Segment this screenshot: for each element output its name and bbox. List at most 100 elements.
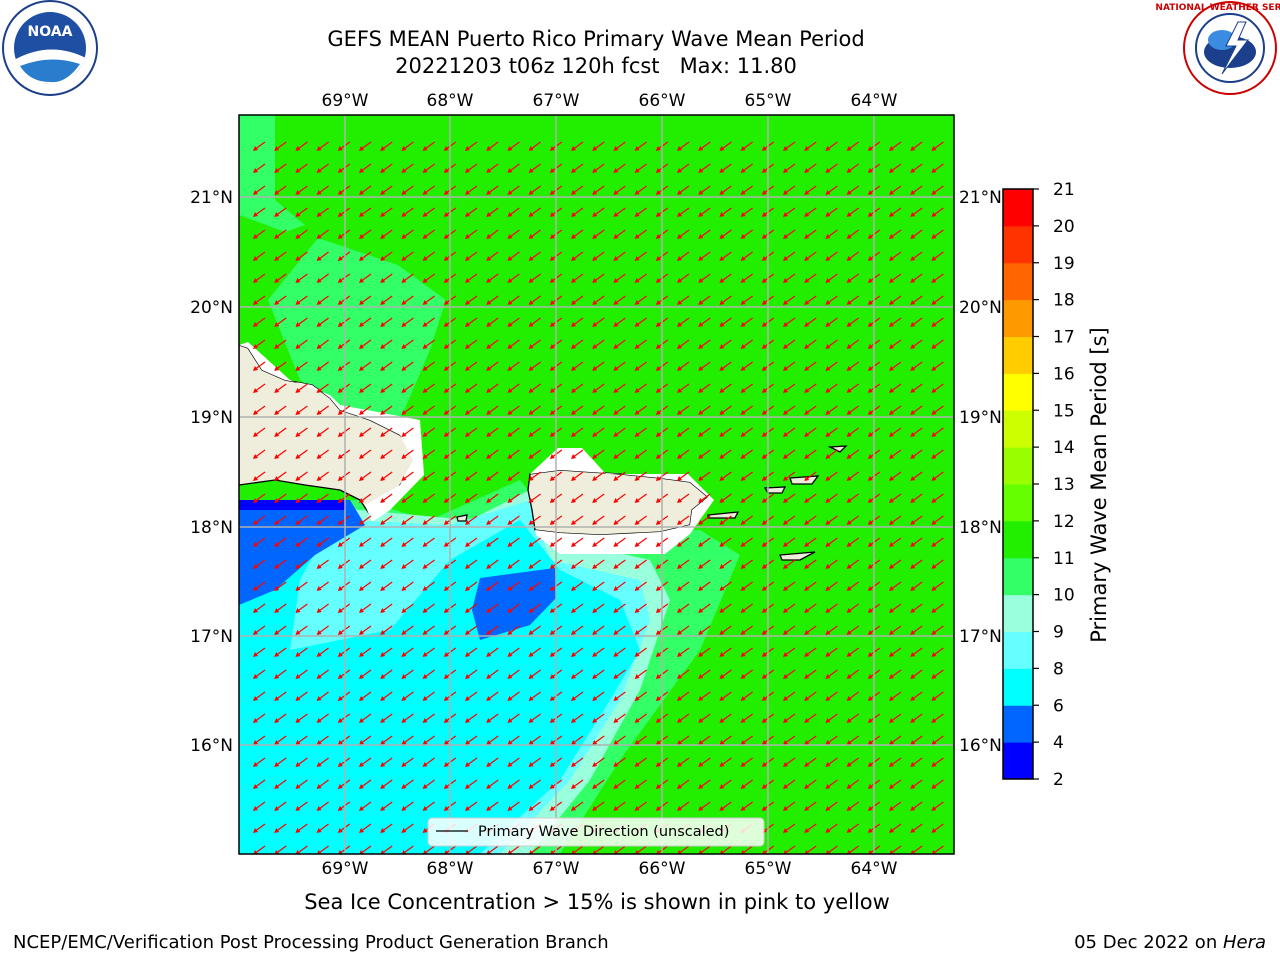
wave-arrow <box>698 845 711 854</box>
wave-arrow <box>910 647 923 657</box>
wave-arrow <box>931 757 944 767</box>
wave-arrow <box>804 427 817 437</box>
wave-arrow <box>910 559 923 569</box>
wave-arrow <box>634 713 647 723</box>
wave-arrow <box>698 801 711 811</box>
colorbar-tick-label: 10 <box>1053 586 1075 606</box>
wave-arrow <box>719 251 732 261</box>
wave-arrow <box>359 449 372 459</box>
wave-arrow <box>295 713 308 723</box>
wave-arrow <box>316 801 329 811</box>
colorbar-segment <box>1003 742 1033 780</box>
wave-arrow <box>571 559 584 569</box>
wave-arrow <box>380 361 393 371</box>
wave-arrow <box>401 163 414 173</box>
wave-arrow <box>422 735 435 745</box>
colorbar-tick-label: 8 <box>1053 659 1064 679</box>
wave-arrow <box>274 339 287 349</box>
wave-arrow <box>846 647 859 657</box>
wave-arrow <box>825 779 838 789</box>
wave-arrow <box>931 691 944 701</box>
wave-arrow <box>634 317 647 327</box>
wave-arrow <box>486 317 499 327</box>
wave-arrow <box>825 273 838 283</box>
wave-arrow <box>931 801 944 811</box>
wave-arrow <box>804 801 817 811</box>
wave-arrow <box>253 383 266 393</box>
wave-arrow <box>486 603 499 613</box>
wave-arrow <box>528 141 541 151</box>
wave-arrow <box>571 361 584 371</box>
wave-arrow <box>465 801 478 811</box>
wave-arrow <box>677 141 690 151</box>
wave-arrow <box>740 801 753 811</box>
wave-arrow <box>613 537 626 547</box>
wave-arrow <box>507 317 520 327</box>
wave-arrow <box>889 251 902 261</box>
wave-arrow <box>698 185 711 195</box>
wave-arrow <box>528 427 541 437</box>
wave-arrow <box>846 581 859 591</box>
wave-arrow <box>274 383 287 393</box>
wave-arrow <box>359 185 372 195</box>
wave-arrow <box>825 537 838 547</box>
wave-arrow <box>401 251 414 261</box>
wave-arrow <box>719 515 732 525</box>
wave-arrow <box>274 669 287 679</box>
wave-arrow <box>698 625 711 635</box>
wave-arrow <box>698 383 711 393</box>
lon-label-top: 68°W <box>427 91 474 111</box>
wave-arrow <box>910 295 923 305</box>
map-frame <box>238 114 955 855</box>
wave-arrow <box>931 669 944 679</box>
wave-arrow <box>486 295 499 305</box>
wave-arrow <box>783 317 796 327</box>
wave-arrow <box>825 493 838 503</box>
wave-arrow <box>295 581 308 591</box>
wave-arrow <box>740 493 753 503</box>
wave-arrow <box>359 735 372 745</box>
wave-arrow <box>889 295 902 305</box>
wave-arrow <box>528 449 541 459</box>
wave-arrow <box>486 405 499 415</box>
wave-arrow <box>316 405 329 415</box>
wave-arrow <box>783 273 796 283</box>
wave-arrow <box>931 427 944 437</box>
wave-arrow <box>316 361 329 371</box>
wave-arrow <box>783 185 796 195</box>
wave-arrow <box>613 273 626 283</box>
wave-arrow <box>486 361 499 371</box>
wave-arrow <box>380 207 393 217</box>
wave-arrow <box>677 735 690 745</box>
wave-arrow <box>486 581 499 591</box>
wave-arrow <box>783 537 796 547</box>
wave-arrow <box>889 361 902 371</box>
wave-arrow <box>804 493 817 503</box>
wave-arrow <box>719 207 732 217</box>
wave-arrow <box>359 537 372 547</box>
wave-arrow <box>316 779 329 789</box>
wave-arrow <box>825 317 838 327</box>
wave-arrow <box>740 691 753 701</box>
colorbar-segment <box>1003 484 1033 522</box>
wave-arrow <box>677 757 690 767</box>
wave-arrow <box>719 427 732 437</box>
wave-arrow <box>274 405 287 415</box>
colorbar-tick-label: 18 <box>1053 291 1075 311</box>
wave-arrow <box>804 823 817 833</box>
wave-arrow <box>422 669 435 679</box>
wave-arrow <box>804 691 817 701</box>
wave-arrow <box>274 647 287 657</box>
wave-arrow <box>359 427 372 437</box>
wave-arrow <box>804 713 817 723</box>
wave-arrow <box>571 625 584 635</box>
wave-arrow <box>613 317 626 327</box>
wave-arrow <box>380 471 393 481</box>
wave-arrow <box>613 229 626 239</box>
wave-arrow <box>783 229 796 239</box>
wave-arrow <box>592 735 605 745</box>
wave-arrow <box>910 779 923 789</box>
colorbar-tick-label: 19 <box>1053 254 1075 274</box>
wave-arrow <box>931 339 944 349</box>
wave-arrow <box>634 625 647 635</box>
